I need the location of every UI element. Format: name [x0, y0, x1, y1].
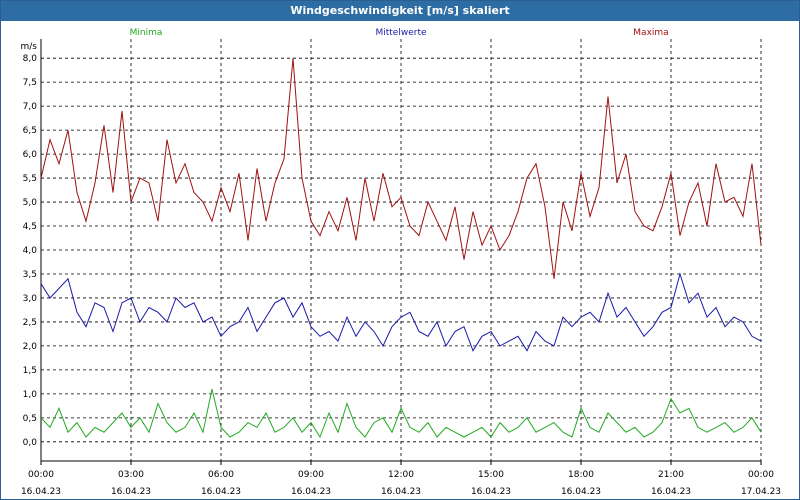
x-tick-date: 16.04.23	[381, 487, 421, 497]
y-tick-label: 1,5	[23, 366, 37, 376]
x-tick-time: 21:00	[658, 470, 684, 480]
chart-canvas: 0,0 0,5 1,0 1,5 2,0 2,5 3,0 3,5 4,0 4,5 5,0 5,5 6,0 6…	[21, 28, 782, 497]
y-tick-label: 4,5	[23, 222, 37, 232]
legend-minima: Minima	[130, 28, 163, 38]
series-line-maxima	[40, 58, 762, 279]
x-tick-date: 16.04.23	[111, 487, 151, 497]
x-tick-time: 09:00	[298, 470, 324, 480]
x-tick-time: 00:00	[28, 470, 54, 480]
axes: 0,0 0,5 1,0 1,5 2,0 2,5 3,0 3,5 4,0 4,5 5,0 5,5 6,0 6…	[21, 39, 781, 497]
y-tick-label: 6,0	[23, 150, 38, 160]
x-tick-time: 00:00	[748, 470, 774, 480]
x-tick-date: 16.04.23	[561, 487, 601, 497]
series-line-minima	[40, 388, 762, 439]
x-tick-time: 12:00	[388, 470, 414, 480]
x-tick-date: 16.04.23	[21, 487, 61, 497]
x-tick-date: 16.04.23	[291, 487, 331, 497]
y-tick-label: 3,5	[23, 270, 37, 280]
y-tick-label: 5,5	[23, 174, 37, 184]
legend: Minima Mittelwerte Maxima	[130, 28, 669, 38]
y-tick-label: 7,5	[23, 78, 37, 88]
y-tick-label: 4,0	[23, 246, 38, 256]
grid	[40, 39, 762, 461]
x-tick-time: 18:00	[568, 470, 594, 480]
x-tick-time: 03:00	[118, 470, 144, 480]
x-tick-date: 16.04.23	[201, 487, 241, 497]
x-tick-time: 06:00	[208, 470, 234, 480]
legend-maxima: Maxima	[633, 28, 668, 38]
legend-mittelwerte: Mittelwerte	[375, 28, 426, 38]
y-tick-label: 1,0	[23, 390, 38, 400]
y-tick-label: 3,0	[23, 294, 38, 304]
x-tick-date: 16.04.23	[651, 487, 691, 497]
y-tick-label: 0,5	[23, 414, 37, 424]
x-tick-date: 17.04.23	[741, 487, 781, 497]
series-layer	[40, 58, 762, 439]
y-tick-label: 7,0	[23, 102, 38, 112]
y-tick-label: 2,5	[23, 318, 37, 328]
y-tick-label: 0,0	[23, 438, 38, 448]
y-axis-label: m/s	[21, 42, 38, 52]
y-tick-label: 2,0	[23, 342, 38, 352]
series-line-mittelwerte	[40, 272, 762, 352]
y-tick-label: 8,0	[23, 54, 38, 64]
x-tick-time: 15:00	[478, 470, 504, 480]
window-title: Windgeschwindigkeit [m/s] skaliert	[1, 1, 799, 21]
x-tick-date: 16.04.23	[471, 487, 511, 497]
y-tick-label: 5,0	[23, 198, 38, 208]
y-tick-label: 6,5	[23, 126, 37, 136]
